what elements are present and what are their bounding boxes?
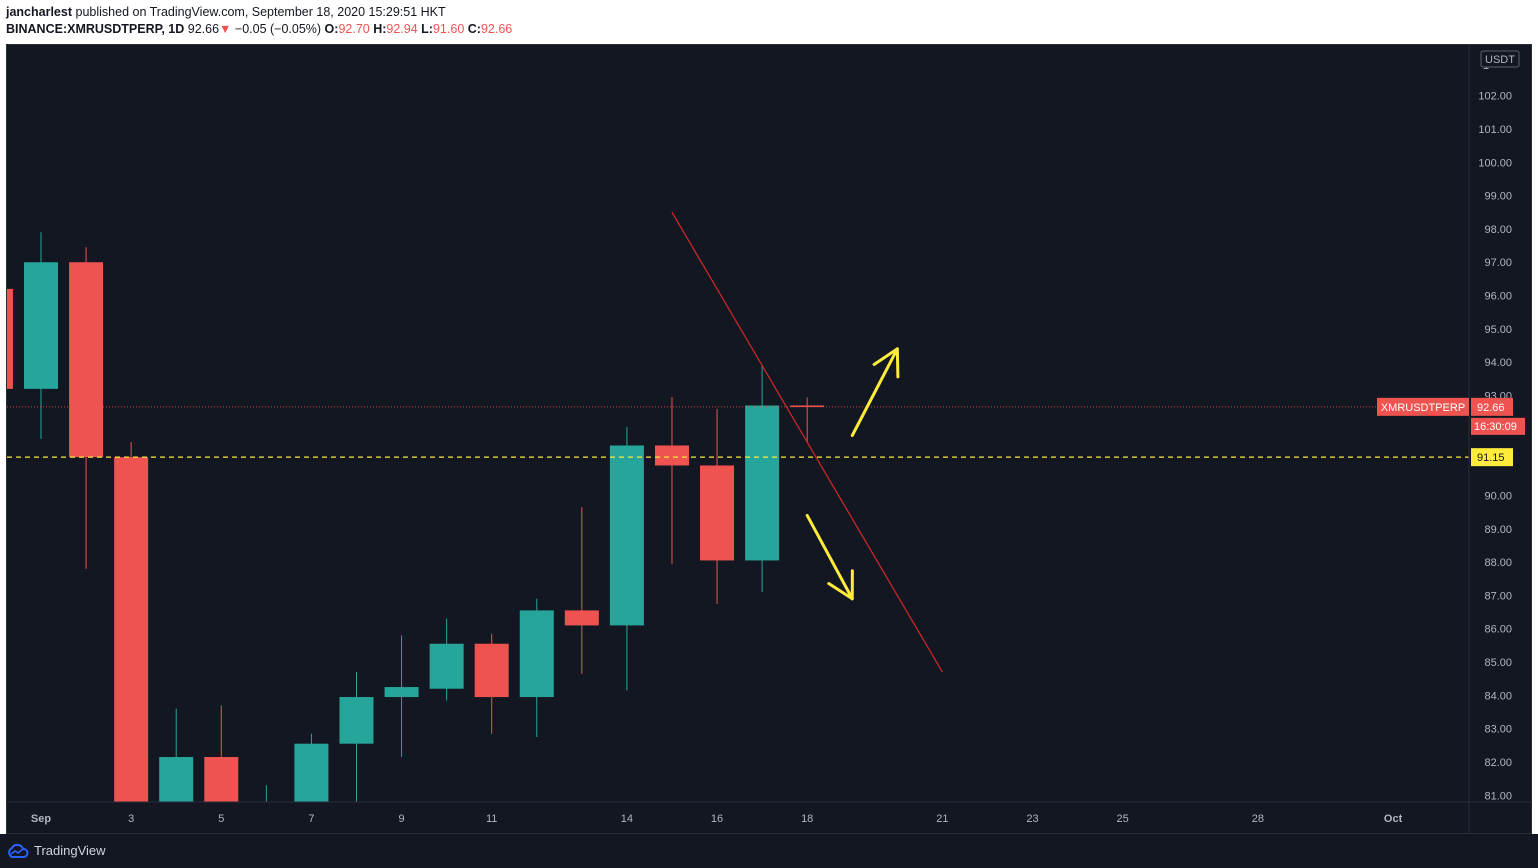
low-label: L: (421, 22, 433, 36)
chart-pane[interactable]: 102.00 101.00 100.00 99.00 98.00 97.00 96.00 95… (6, 44, 1532, 834)
footer-bar: TradingView (0, 834, 1538, 868)
candle-body (69, 262, 104, 458)
candlestick-chart[interactable]: 102.00101.00100.0099.0098.0097.0096.0095… (7, 45, 1531, 833)
x-tick-label: 3 (128, 813, 134, 825)
y-tick-label: 102.00 (1478, 91, 1512, 103)
candle-body (745, 405, 780, 561)
x-tick-label: 23 (1026, 813, 1038, 825)
trendline (671, 211, 943, 673)
y-tick-label: 89.00 (1484, 524, 1512, 536)
last-price-value: 92.66 (1477, 402, 1505, 414)
price-change: −0.05 (−0.05%) (234, 22, 322, 36)
y-tick-label: 83.00 (1484, 724, 1512, 736)
x-tick-label: 18 (801, 813, 813, 825)
arrow-up-head-icon (872, 347, 900, 379)
high-label: H: (373, 22, 387, 36)
candle-body (564, 610, 599, 626)
y-tick-label: 87.00 (1484, 590, 1512, 602)
x-tick-label: Sep (31, 813, 51, 825)
y-tick-label: 85.00 (1484, 657, 1512, 669)
y-tick-label: 88.00 (1484, 557, 1512, 569)
last-price-tag (1471, 397, 1513, 416)
x-tick-label: 25 (1117, 813, 1129, 825)
arrow-down-shaft (805, 513, 854, 601)
arrow-down-head-icon (827, 569, 854, 601)
y-tick-label: 84.00 (1484, 690, 1512, 702)
x-tick-label: 14 (621, 813, 633, 825)
author-name[interactable]: jancharlest (6, 5, 73, 19)
y-tick-label: 94.00 (1484, 357, 1512, 369)
candle-body (790, 405, 825, 408)
low-value: 91.60 (432, 22, 465, 36)
y-tick-label: 95.00 (1484, 324, 1512, 336)
x-tick-label: 9 (398, 813, 404, 825)
change-down-icon: ▼ (219, 22, 232, 36)
x-tick-label: Oct (1384, 813, 1403, 825)
y-tick-label: 101.00 (1478, 124, 1512, 136)
candle-body (654, 445, 689, 466)
published-text: published on TradingView.com, September … (75, 5, 446, 19)
high-value: 92.94 (386, 22, 418, 36)
y-tick-label: 98.00 (1484, 224, 1512, 236)
x-tick-label: 16 (711, 813, 723, 825)
candle-body (609, 445, 644, 626)
y-tick-label: 81.00 (1484, 790, 1512, 802)
publish-info: jancharlest published on TradingView.com… (6, 5, 446, 19)
last-price: 92.66 (187, 22, 220, 36)
plot-area[interactable] (7, 211, 1469, 803)
candle-body (519, 610, 554, 698)
candle-body (339, 697, 374, 744)
candle-body (294, 743, 329, 802)
open-value: 92.70 (338, 22, 370, 36)
y-tick-label: 82.00 (1484, 757, 1512, 769)
bar-countdown: 16:30:09 (1474, 421, 1517, 433)
x-tick-label: 7 (308, 813, 314, 825)
y-tick-label: 96.00 (1484, 291, 1512, 303)
candle-body (114, 457, 149, 802)
currency-label[interactable]: USDT (1485, 54, 1515, 66)
y-tick-label: 97.00 (1484, 257, 1512, 269)
y-tick-label: 99.00 (1484, 191, 1512, 203)
open-label: O: (324, 22, 339, 36)
x-tick-label: 21 (936, 813, 948, 825)
symbol-price-tag-label: XMRUSDTPERP (1381, 402, 1465, 414)
symbol-legend: BINANCE:XMRUSDTPERP, 1D 92.66▼ −0.05 (−0… (6, 22, 512, 36)
tradingview-brand[interactable]: TradingView (34, 843, 106, 858)
candle-body (429, 643, 464, 689)
level-price-value: 91.15 (1477, 452, 1505, 464)
close-label: C: (467, 22, 481, 36)
symbol-interval[interactable]: BINANCE:XMRUSDTPERP, 1D (6, 22, 185, 36)
x-tick-label: 5 (218, 813, 224, 825)
chart-header: jancharlest published on TradingView.com… (0, 0, 1538, 44)
countdown-tag (1471, 417, 1525, 435)
close-value: 92.66 (480, 22, 513, 36)
level-price-tag (1471, 448, 1513, 467)
symbol-price-tag (1377, 397, 1469, 416)
candle-body (24, 262, 58, 389)
candle-body (159, 757, 194, 802)
candle-body (700, 465, 735, 561)
y-tick-label: 90.00 (1484, 490, 1512, 502)
y-tick-label: 86.00 (1484, 624, 1512, 636)
y-tick-label: 100.00 (1478, 157, 1512, 169)
arrow-up-shaft (850, 347, 899, 437)
x-tick-label: 11 (486, 813, 497, 825)
candle-body (474, 643, 509, 698)
candle-body (204, 757, 239, 802)
tradingview-cloud-icon[interactable] (6, 843, 30, 859)
currency-badge[interactable] (1480, 50, 1520, 68)
x-tick-label: 28 (1252, 813, 1264, 825)
candle-body (7, 288, 13, 389)
candle-body (384, 687, 419, 698)
